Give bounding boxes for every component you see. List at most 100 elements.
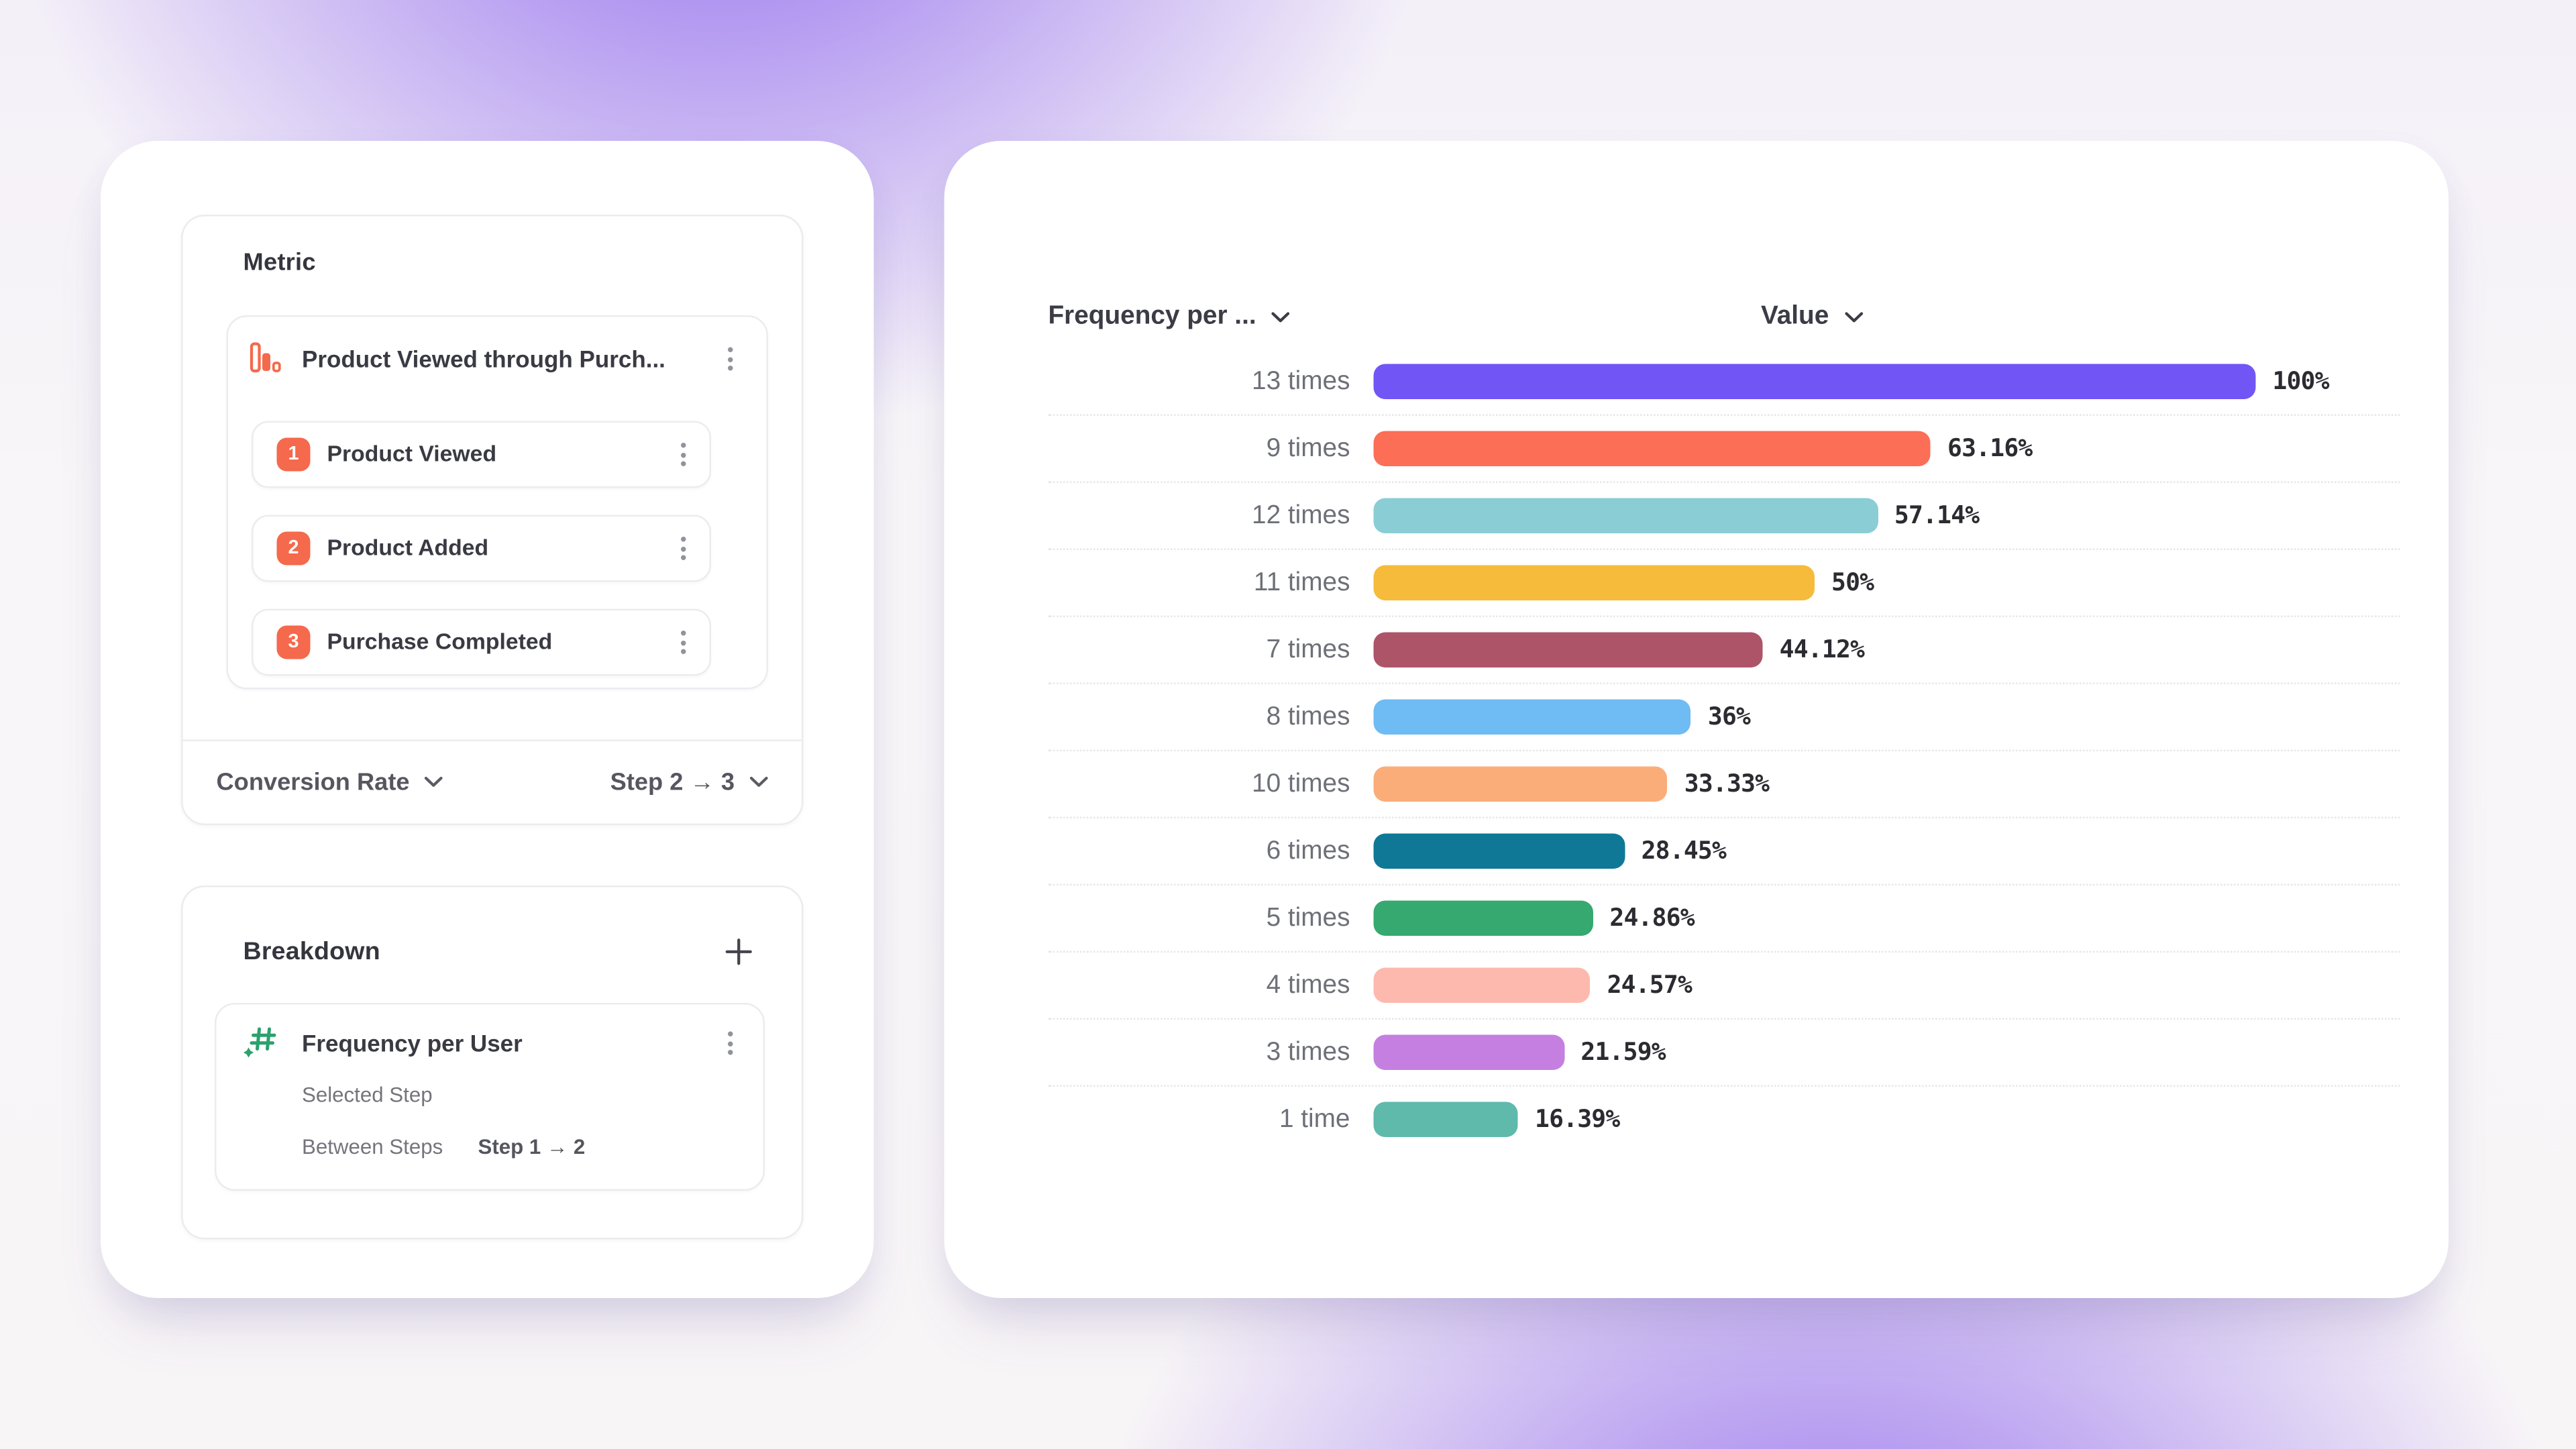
- category-column-dropdown[interactable]: Frequency per ...: [1049, 292, 1290, 342]
- bar-category-label: 9 times: [1266, 433, 1350, 462]
- bar[interactable]: [1373, 431, 1931, 466]
- bar-category-label: 11 times: [1253, 568, 1350, 596]
- bar[interactable]: [1373, 1034, 1564, 1070]
- bar-track: 50%: [1373, 565, 2400, 600]
- bar-track: 33.33%: [1373, 766, 2400, 802]
- step-number-badge: 3: [276, 625, 311, 659]
- bar-value-label: 33.33%: [1684, 770, 1770, 798]
- metric-panel: Metric Product Viewed through Purch... 1: [181, 215, 804, 825]
- bar-value-label: 44.12%: [1779, 636, 1865, 663]
- bar-value-label: 16.39%: [1535, 1106, 1620, 1133]
- bar-category-label: 6 times: [1266, 836, 1350, 865]
- bar[interactable]: [1373, 565, 1815, 600]
- bar-value-label: 100%: [2272, 368, 2330, 395]
- chart-header: Frequency per ... Value: [1049, 292, 2390, 342]
- measurement-selector-label: Conversion Rate: [216, 769, 410, 796]
- funnel-step-1[interactable]: 1 Product Viewed: [252, 421, 711, 488]
- plus-icon: [724, 937, 751, 965]
- chart-row: 11 times 50%: [1048, 548, 2400, 616]
- step-menu-kebab-icon[interactable]: [669, 624, 696, 661]
- chart-row: 13 times 100%: [1049, 349, 2400, 415]
- chart-rows: 13 times 100% 9 times 63.16% 12 times 57…: [1048, 349, 2400, 1152]
- chart-row: 6 times 28.45%: [1048, 816, 2400, 884]
- bar-category-label: 1 time: [1279, 1104, 1350, 1133]
- bar[interactable]: [1373, 900, 1593, 936]
- breakdown-panel: Breakdown: [181, 885, 804, 1240]
- bar-value-label: 28.45%: [1641, 837, 1727, 865]
- numeric-hash-icon: [241, 1023, 280, 1062]
- chart-row: 8 times 36%: [1048, 682, 2400, 750]
- measurement-selector[interactable]: Conversion Rate: [217, 741, 443, 824]
- bar-value-label: 21.59%: [1580, 1038, 1666, 1066]
- value-column-header: Value: [1761, 302, 1829, 331]
- breakdown-selected-step-label: Selected Step: [302, 1083, 433, 1107]
- category-column-header: Frequency per ...: [1048, 302, 1256, 331]
- bar-value-label: 57.14%: [1894, 502, 1980, 529]
- chart-row: 5 times 24.86%: [1048, 883, 2400, 951]
- funnel-container: Product Viewed through Purch... 1 Produc…: [226, 315, 768, 690]
- breakdown-item[interactable]: Frequency per User Selected Step Between…: [215, 1003, 765, 1191]
- bar[interactable]: [1373, 498, 1878, 533]
- step-menu-kebab-icon[interactable]: [669, 530, 696, 567]
- bar[interactable]: [1373, 967, 1591, 1003]
- funnel-step-3[interactable]: 3 Purchase Completed: [252, 608, 711, 676]
- chart-row: 9 times 63.16%: [1048, 414, 2400, 482]
- step-range-selector[interactable]: Step 2 → 3: [610, 741, 768, 824]
- bar-category-label: 8 times: [1266, 702, 1350, 731]
- value-column-dropdown[interactable]: Value: [1761, 292, 1862, 342]
- bar[interactable]: [1373, 364, 2256, 399]
- step-range-selector-label: Step 2 → 3: [610, 769, 735, 796]
- step-menu-kebab-icon[interactable]: [669, 436, 696, 473]
- bar-category-label: 3 times: [1266, 1037, 1350, 1066]
- chevron-down-icon: [1844, 311, 1862, 322]
- bar[interactable]: [1373, 766, 1668, 802]
- funnel-title: Product Viewed through Purch...: [302, 345, 665, 372]
- bar-category-label: 7 times: [1266, 635, 1350, 663]
- chart-row: 12 times 57.14%: [1048, 481, 2400, 549]
- step-label: Product Added: [327, 535, 489, 561]
- chart-row: 1 time 16.39%: [1048, 1085, 2400, 1152]
- step-number-badge: 1: [276, 437, 311, 472]
- chevron-down-icon: [425, 776, 443, 787]
- bar-category-label: 13 times: [1252, 366, 1350, 395]
- bar-track: 44.12%: [1373, 632, 2400, 667]
- bar-track: 36%: [1373, 699, 2400, 735]
- bar[interactable]: [1373, 632, 1763, 667]
- bar-track: 28.45%: [1373, 833, 2400, 869]
- bar-track: 24.57%: [1373, 967, 2400, 1003]
- bar-value-label: 36%: [1707, 703, 1751, 731]
- chevron-down-icon: [749, 776, 768, 787]
- bar-value-label: 50%: [1831, 569, 1874, 596]
- bar-track: 21.59%: [1373, 1034, 2400, 1070]
- bar-track: 63.16%: [1373, 431, 2400, 466]
- metric-panel-title: Metric: [243, 250, 316, 277]
- bar[interactable]: [1373, 833, 1625, 869]
- funnel-step-2[interactable]: 2 Product Added: [252, 515, 711, 582]
- chevron-down-icon: [1271, 311, 1290, 322]
- query-builder-card: Metric Product Viewed through Purch... 1: [101, 141, 874, 1298]
- bar-track: 57.14%: [1373, 498, 2400, 533]
- breakdown-between-steps-label: Between Steps: [302, 1135, 443, 1159]
- breakdown-menu-kebab-icon[interactable]: [716, 1025, 743, 1062]
- bar-category-label: 12 times: [1252, 500, 1350, 529]
- funnel-chart-icon: [250, 342, 282, 374]
- bar-value-label: 24.57%: [1607, 971, 1693, 999]
- breakdown-item-title: Frequency per User: [302, 1030, 523, 1057]
- chart-row: 10 times 33.33%: [1048, 749, 2400, 817]
- bar-track: 16.39%: [1373, 1102, 2400, 1137]
- bar-track: 24.86%: [1373, 900, 2400, 936]
- breakdown-panel-title: Breakdown: [243, 937, 380, 967]
- step-number-badge: 2: [276, 531, 311, 566]
- bar-category-label: 10 times: [1252, 769, 1350, 798]
- funnel-menu-kebab-icon[interactable]: [716, 341, 743, 378]
- bar[interactable]: [1373, 1102, 1519, 1137]
- step-label: Product Viewed: [327, 441, 497, 467]
- funnel-header[interactable]: Product Viewed through Purch...: [228, 317, 767, 401]
- bar[interactable]: [1373, 699, 1691, 735]
- chart-row: 3 times 21.59%: [1048, 1018, 2400, 1085]
- breakdown-between-steps-value: Step 1 → 2: [478, 1135, 586, 1159]
- chart-row: 7 times 44.12%: [1048, 615, 2400, 683]
- metric-footer: Conversion Rate Step 2 → 3: [182, 739, 802, 824]
- bar-category-label: 5 times: [1266, 903, 1350, 932]
- add-breakdown-button[interactable]: [718, 931, 758, 971]
